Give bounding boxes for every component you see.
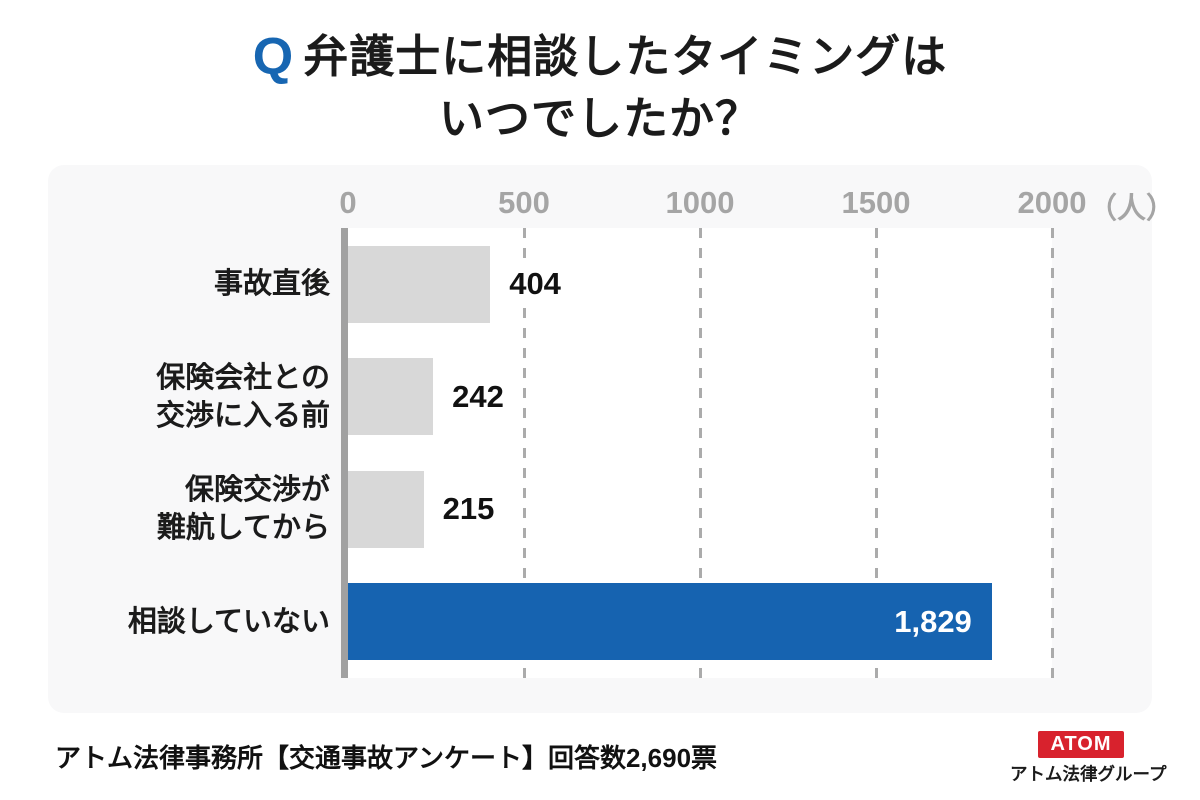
value-label: 1,829 xyxy=(894,603,972,639)
bar xyxy=(348,470,424,548)
y-axis-line xyxy=(341,228,348,678)
value-label: 242 xyxy=(447,376,509,417)
x-tick-label: 1000 xyxy=(665,185,735,220)
bar xyxy=(348,245,491,323)
atom-logo-text: ATOM xyxy=(1050,733,1112,755)
atom-logo-subtitle: アトム法律グループ xyxy=(1010,764,1167,784)
value-label: 404 xyxy=(504,264,566,305)
chart-panel: 0 500 1000 1500 2000 （人） 事故直後 404 保険会社との 交渉に入る前 2… xyxy=(48,165,1175,713)
atom-logo-box: ATOM xyxy=(1038,731,1124,758)
bar xyxy=(348,358,434,436)
category-label: 保険交渉が 難航してから xyxy=(156,474,330,545)
gridline-1000 xyxy=(698,228,702,678)
source-note: アトム法律事務所【交通事故アンケート】回答数2,690票 xyxy=(55,743,718,773)
x-tick-label: 0 xyxy=(339,185,357,220)
title-text-1: 弁護士に相談したタイミングは xyxy=(303,31,948,82)
title-line-2: いつでしたか？ xyxy=(438,93,761,144)
x-tick-label: 1500 xyxy=(841,185,911,220)
category-label: 事故直後 xyxy=(213,268,330,301)
category-label: 相談していない xyxy=(127,605,330,638)
gridline-500 xyxy=(522,228,526,678)
bar-highlighted xyxy=(348,583,992,661)
title-line-1: Q 弁護士に相談したタイミングは xyxy=(0,26,1200,88)
x-tick-label: 500 xyxy=(498,185,550,220)
x-axis-unit-label: （人） xyxy=(1088,193,1176,225)
value-label: 215 xyxy=(437,489,500,530)
gridline-1500 xyxy=(874,228,878,678)
page-title: Q 弁護士に相談したタイミングは いつでしたか？ xyxy=(0,26,1200,150)
gridline-2000 xyxy=(1050,228,1054,678)
x-tick-label: 2000 xyxy=(1017,185,1087,220)
question-mark-icon: Q xyxy=(252,28,294,86)
category-label: 保険会社との 交渉に入る前 xyxy=(155,361,330,432)
